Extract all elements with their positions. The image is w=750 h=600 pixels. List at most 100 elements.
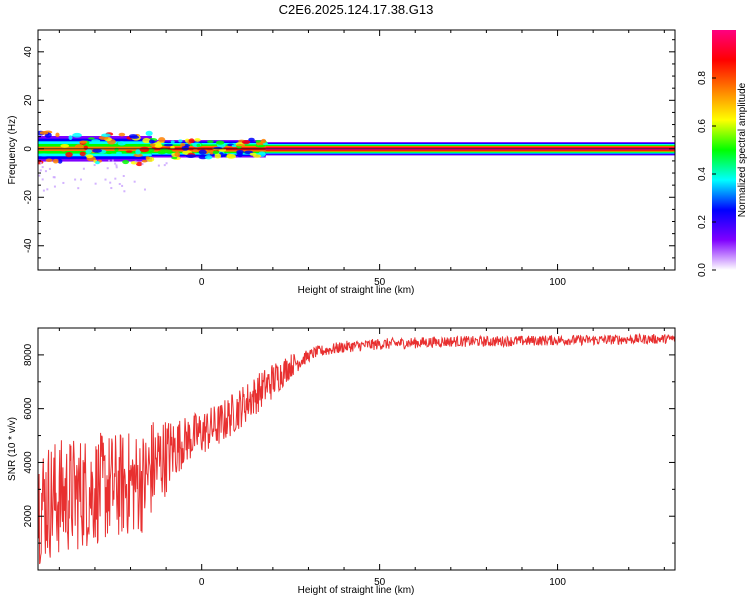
spectral-speckle [92,148,102,153]
spectrogram-x-label: Height of straight line (km) [298,285,415,296]
spectral-speckle [237,151,243,158]
spectral-speckle [117,141,126,146]
spectral-speckle [209,150,214,155]
colorbar-tick-label: 0.8 [697,71,708,85]
spectral-speckle [39,130,49,135]
spectral-speckle [109,181,112,184]
spectral-speckle [163,164,166,167]
spectrogram-frame [37,29,676,271]
spectral-speckle [74,144,84,149]
spectral-speckle [194,138,201,142]
spectral-speckle [111,159,114,162]
spectral-speckle [231,144,237,148]
spectral-speckle [255,140,261,143]
snr-x-label: Height of straight line (km) [298,585,415,596]
spectral-speckle [133,180,136,183]
spectral-speckle [135,149,141,155]
spectrogram-panel: 0 50 100 -40 -20 0 20 40 Height of straight lin… [7,29,676,296]
spectral-speckle [115,151,122,155]
spectral-speckle [123,190,126,193]
spectral-speckle [185,154,196,159]
spectral-speckle [206,140,214,144]
colorbar-tick-label: 0.0 [697,263,708,277]
spectral-speckle [257,144,265,148]
spectral-speckle [52,176,55,179]
colorbar-gradient [712,30,736,270]
spectral-speckle [115,164,118,167]
spectral-speckle [101,133,111,138]
spectral-speckle [91,139,101,143]
spectral-speckle [55,132,60,138]
spectral-speckle [142,137,151,144]
spectral-speckle [149,143,156,147]
spectral-speckle [121,184,124,187]
colorbar-ticks: 0.0 0.2 0.4 0.6 0.8 [697,71,716,277]
spectral-speckle [212,150,220,155]
spectral-speckle [83,145,88,151]
spectral-speckle [79,151,86,157]
spectral-speckle [248,137,255,142]
spectral-speckle [39,153,49,157]
spectral-speckle [122,174,125,177]
spectral-speckle [226,153,237,159]
spectral-speckle [94,182,97,185]
spectral-speckle [110,187,113,190]
spectral-speckle [122,159,130,165]
colorbar-tick-label: 0.2 [697,215,708,229]
spectral-speckle [157,164,160,167]
spectral-speckle [62,181,65,184]
y-tick-label: 20 [23,94,34,106]
spectral-speckle [141,159,148,163]
spectral-speckle [125,150,133,153]
snr-panel: 0 50 100 2000 4000 6000 8000 Height of straigh… [7,327,676,596]
spectral-speckle [38,174,41,177]
spectral-speckle [114,177,117,180]
spectral-speckle [52,158,59,164]
figure-title: C2E6.2025.124.17.38.G13 [279,2,434,17]
spectrogram-ticks: 0 50 100 -40 -20 0 20 40 [23,30,675,288]
spectral-speckle [72,132,82,138]
spectral-speckle [60,143,70,148]
colorbar-tick-label: 0.4 [697,167,708,181]
spectral-speckle [118,183,121,186]
colorbar-tick-label: 0.6 [697,119,708,133]
y-tick-label: 8000 [23,343,34,366]
spectral-speckle [108,159,111,162]
spectral-speckle [157,150,167,155]
spectral-speckle [215,140,225,145]
spectral-speckle [145,130,153,137]
x-tick-label: 100 [549,277,566,288]
spectral-speckle [95,160,100,165]
spectral-speckle [88,137,95,140]
y-tick-label: 6000 [23,397,34,420]
spectral-speckle [44,170,47,173]
spectral-speckle [106,167,109,170]
snr-y-label: SNR (10 * v/v) [7,417,18,481]
spectral-speckle [41,178,44,181]
spectral-speckle [129,135,140,139]
spectral-speckle [42,189,45,192]
snr-series [38,332,675,565]
spectral-speckle [74,178,77,181]
spectral-speckle [79,140,88,144]
spectral-speckle [135,161,143,167]
spectral-speckle [196,143,201,147]
spectral-speckle [118,132,126,137]
x-tick-label: 100 [549,577,566,588]
x-tick-label: 0 [199,277,205,288]
spectral-speckle [198,149,207,155]
spectral-speckle [148,139,155,144]
spectral-speckle [114,162,117,165]
spectral-speckle [104,178,107,181]
x-tick-label: 50 [374,577,386,588]
spectral-speckle [68,135,73,141]
spectral-speckle [115,166,118,169]
spectral-speckle [114,147,119,152]
y-tick-label: 0 [23,146,34,152]
spectral-speckle [163,143,174,147]
spectral-speckle [170,145,175,150]
snr-ticks: 0 50 100 2000 4000 6000 8000 [23,327,675,588]
spectral-speckle [65,152,73,158]
spectral-speckle [85,148,92,154]
